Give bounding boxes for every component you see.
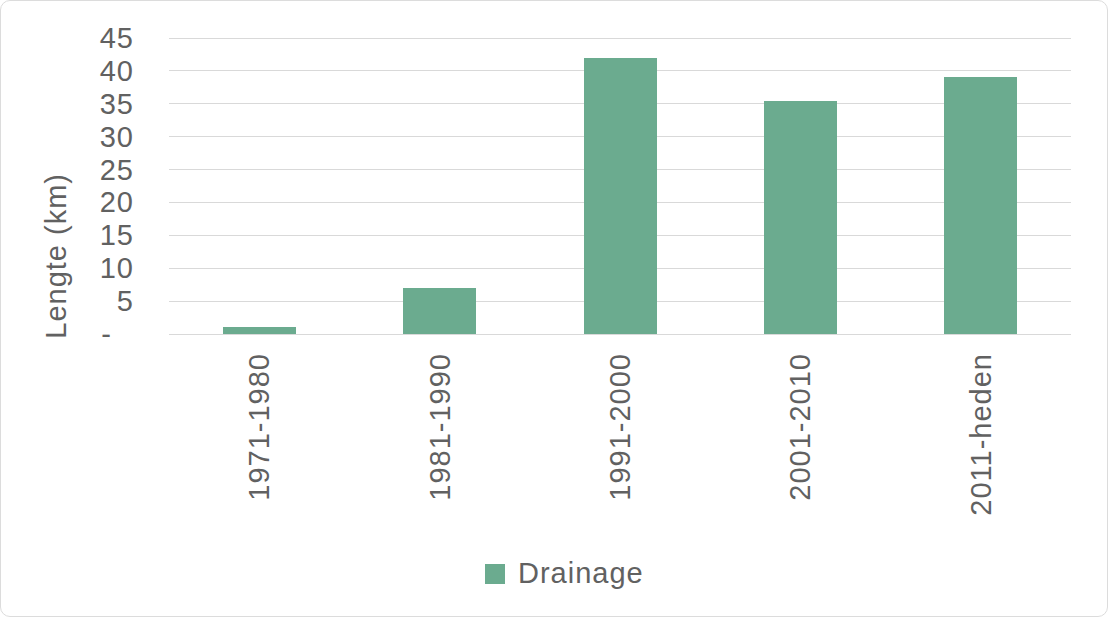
bar-2001-2010 [764,101,837,335]
x-tick-label-2001-2010: 2001-2010 [783,353,817,501]
y-tick-label-45: 45 [1,21,134,55]
bar-1981-1990 [403,288,476,334]
x-tick-label-2011-heden: 2011-heden [964,353,998,516]
legend-swatch-drainage [485,564,505,584]
y-tick-label-30: 30 [1,120,134,154]
x-tick-label-1991-2000: 1991-2000 [603,353,637,501]
bar-1991-2000 [584,58,657,334]
y-tick-label-5: 5 [1,284,134,318]
x-tick-label-1981-1990: 1981-1990 [423,353,457,501]
legend: Drainage [485,557,644,590]
y-tick-label-10: 10 [1,251,134,285]
y-tick-label-0: - [1,317,134,351]
legend-label-drainage: Drainage [518,557,644,590]
chart-frame: Lengte (km) Drainage 45403530252015105-1… [0,0,1108,617]
bar-2011-heden [944,77,1017,334]
x-tick-label-1971-1980: 1971-1980 [242,353,276,501]
y-tick-label-35: 35 [1,87,134,121]
y-tick-label-25: 25 [1,153,134,187]
y-tick-label-40: 40 [1,54,134,88]
gridline-45 [169,38,1071,39]
plot-area [169,38,1071,334]
y-tick-label-15: 15 [1,218,134,252]
y-tick-label-20: 20 [1,185,134,219]
bar-1971-1980 [223,327,296,334]
